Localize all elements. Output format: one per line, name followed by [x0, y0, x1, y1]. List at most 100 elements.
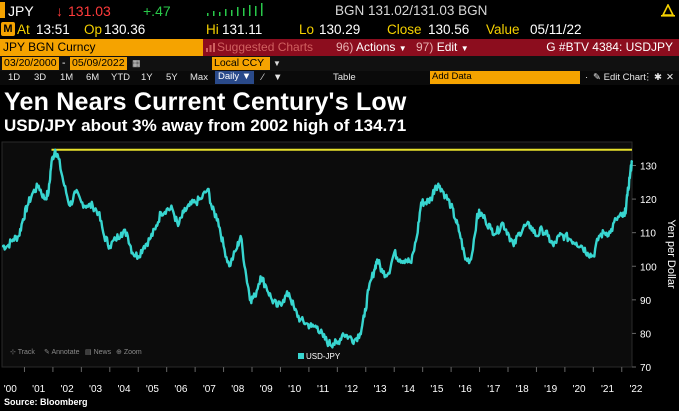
actions-menu[interactable]: 96) Actions ▼: [333, 39, 413, 56]
quote-details: M At 13:51 Op 130.36 Hi 131.11 Lo 130.29…: [0, 21, 679, 38]
legend-label: USD-JPY: [306, 352, 341, 361]
x-tick-label: '13: [373, 384, 386, 395]
period-1m[interactable]: 1M: [60, 72, 74, 83]
edit-menu[interactable]: 97) Edit ▼: [413, 39, 488, 56]
x-tick-label: '11: [317, 384, 330, 395]
at-label: At: [17, 22, 30, 37]
close-label: Close: [387, 22, 422, 37]
x-tick-label: '19: [544, 384, 557, 395]
x-tick-label: '10: [288, 384, 301, 395]
x-tick-label: '03: [89, 384, 102, 395]
open-label: Op: [84, 22, 103, 37]
chevron-down-icon: ▼: [398, 44, 407, 53]
series-line-usd-jpy: [1, 148, 634, 349]
source-note: Source: Bloomberg: [4, 397, 88, 407]
table-button[interactable]: Table: [333, 72, 356, 83]
security-field[interactable]: JPY BGN Curncy: [0, 39, 203, 56]
edit-chart-button[interactable]: ✎ Edit Chart: [593, 72, 646, 83]
edit-label: Edit: [436, 40, 458, 54]
currency-select[interactable]: Local CCY: [212, 57, 270, 70]
frequency-select[interactable]: Daily ▼: [215, 71, 255, 84]
plot-area[interactable]: [1, 141, 633, 368]
period-bar: 1D 3D 1M 6M YTD 1Y 5Y Max Daily ▼ ⁄ ▼ Ta…: [0, 71, 679, 85]
y-tick-label: 70: [640, 363, 652, 374]
line-chart-icon[interactable]: ⁄: [262, 72, 264, 83]
x-tick-label: '04: [117, 384, 130, 395]
annotate-tool[interactable]: ✎ Annotate: [44, 349, 80, 356]
edit-chart-label: Edit Chart: [603, 72, 646, 83]
track-tool[interactable]: ⊹ Track: [10, 349, 35, 356]
low-label: Lo: [299, 22, 315, 37]
suggested-charts-button[interactable]: Suggested Charts: [203, 39, 333, 56]
x-tick-label: '08: [231, 384, 244, 395]
y-tick-label: 120: [640, 195, 657, 206]
high-value: 131.11: [222, 22, 263, 37]
change-arrow-icon: ↓: [56, 3, 63, 19]
chevron-down-icon: ▼: [460, 44, 469, 53]
bid-ask: BGN 131.02/131.03 BGN: [335, 3, 488, 18]
settings-icon[interactable]: ✱: [654, 72, 662, 83]
open-value: 130.36: [104, 22, 146, 37]
last-price: 131.03: [68, 3, 111, 19]
sparkline-icon: [207, 3, 263, 16]
chart-id: G #BTV 4384: USDJPY: [488, 39, 679, 56]
x-tick-label: '16: [459, 384, 472, 395]
actions-number: 96): [336, 40, 354, 54]
high-label: Hi: [206, 22, 219, 37]
period-5y[interactable]: 5Y: [166, 72, 178, 83]
y-tick-label: 100: [640, 262, 657, 273]
alert-icon[interactable]: [661, 4, 675, 17]
period-ytd[interactable]: YTD: [111, 72, 130, 83]
period-1d[interactable]: 1D: [8, 72, 21, 83]
calendar-icon[interactable]: ▦: [132, 58, 141, 68]
add-data-input[interactable]: Add Data: [430, 71, 580, 84]
period-3d[interactable]: 3D: [34, 72, 47, 83]
low-value: 130.29: [319, 22, 361, 37]
at-time: 13:51: [36, 22, 70, 37]
date-range-bar: 03/20/2000 - 05/09/2022 ▦ Local CCY ▼: [0, 56, 679, 71]
suggested-charts-label: Suggested Charts: [217, 40, 314, 54]
line-chart[interactable]: 70 80 90 100 110 120 130 '00 '01 '02 '03 '04 '05 '06…: [0, 140, 679, 398]
chart-subtitle: USD/JPY about 3% away from 2002 high of …: [4, 116, 407, 135]
x-tick-label: '14: [402, 384, 415, 395]
news-tool[interactable]: ▤ News: [85, 349, 112, 356]
start-date-input[interactable]: 03/20/2000: [2, 57, 59, 70]
chevron-down-icon[interactable]: ▼: [273, 59, 281, 68]
x-tick-label: '06: [174, 384, 187, 395]
period-6m[interactable]: 6M: [86, 72, 100, 83]
end-date-input[interactable]: 05/09/2022: [70, 57, 127, 70]
x-tick-label: '07: [203, 384, 216, 395]
chart-icon: [206, 43, 215, 52]
y-tick-label: 90: [640, 296, 652, 307]
legend-swatch: [298, 353, 304, 359]
more-icon[interactable]: ⋮: [643, 72, 653, 83]
y-tick-label: 110: [640, 229, 656, 240]
x-tick-label: '21: [601, 384, 614, 395]
value-date: 05/11/22: [530, 22, 582, 37]
chevron-down-icon[interactable]: ▼: [273, 72, 283, 83]
menu-icon[interactable]: ·: [585, 72, 589, 83]
date-separator: -: [62, 57, 66, 69]
ticker[interactable]: JPY: [8, 3, 34, 19]
x-tick-label: '01: [32, 384, 45, 395]
x-tick-label: '05: [146, 384, 159, 395]
period-1y[interactable]: 1Y: [141, 72, 153, 83]
chart-toolbar: ⊹ Track ✎ Annotate ▤ News ⊕ Zoom: [10, 349, 142, 356]
x-tick-label: '09: [260, 384, 273, 395]
chart-title: Yen Nears Current Century's Low: [4, 88, 407, 116]
y-tick-label: 130: [640, 162, 657, 173]
monitor-badge: M: [1, 22, 15, 36]
x-tick-label: '02: [61, 384, 74, 395]
function-bar: JPY BGN Curncy Suggested Charts 96) Acti…: [0, 39, 679, 56]
close-icon[interactable]: ✕: [666, 72, 674, 83]
x-tick-label: '17: [487, 384, 500, 395]
value-label: Value: [486, 22, 520, 37]
close-value: 130.56: [428, 22, 470, 37]
period-max[interactable]: Max: [190, 72, 208, 83]
x-tick-label: '20: [573, 384, 586, 395]
zoom-tool[interactable]: ⊕ Zoom: [116, 349, 142, 356]
quote-bar: JPY ↓ 131.03 +.47 BGN 131.02/131.03 BGN: [0, 0, 679, 22]
x-tick-label: '00: [4, 384, 17, 395]
ticker-marker: [0, 2, 5, 18]
currency-label: Local CCY: [214, 57, 265, 69]
